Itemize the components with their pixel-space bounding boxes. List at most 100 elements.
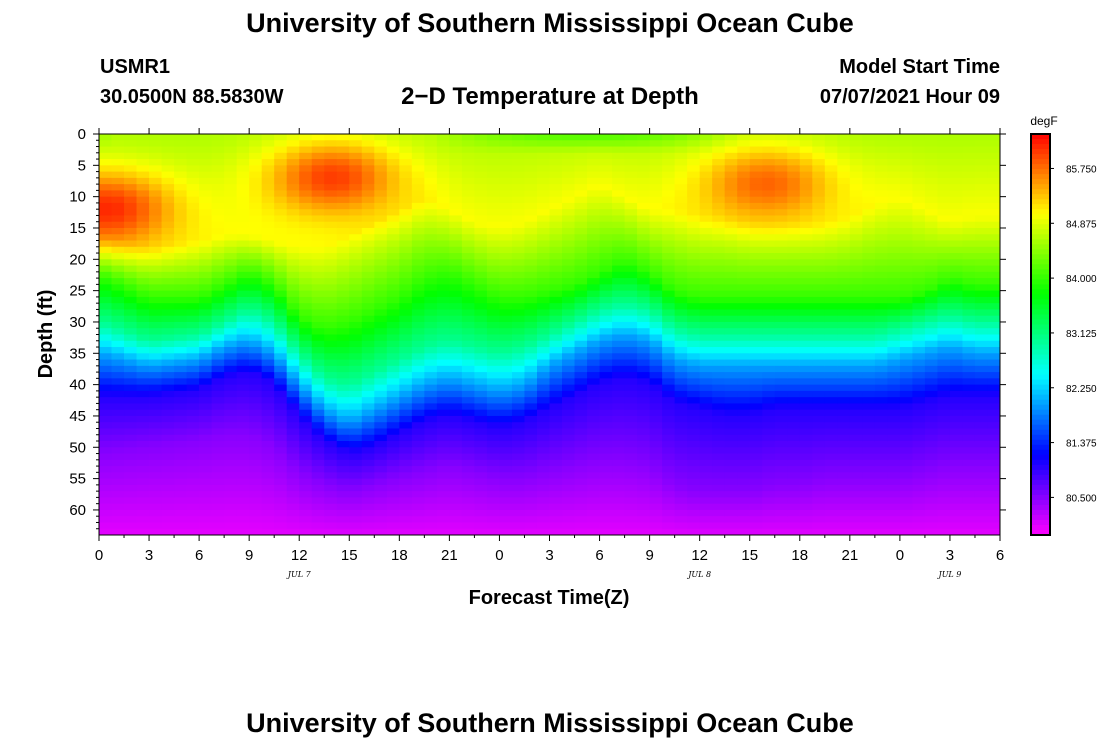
heatmap-cell bbox=[837, 516, 851, 524]
heatmap-cell bbox=[311, 509, 325, 517]
heatmap-cell bbox=[236, 215, 250, 223]
heatmap-cell bbox=[324, 321, 338, 329]
heatmap-cell bbox=[687, 177, 701, 185]
heatmap-cell bbox=[124, 384, 138, 392]
heatmap-cell bbox=[974, 221, 989, 229]
heatmap-cell bbox=[612, 447, 626, 455]
heatmap-cell bbox=[211, 491, 225, 499]
heatmap-cell bbox=[499, 347, 513, 354]
heatmap-cell bbox=[862, 209, 876, 217]
heatmap-cell bbox=[174, 397, 188, 405]
heatmap-cell bbox=[862, 253, 876, 260]
heatmap-cell bbox=[737, 290, 751, 298]
heatmap-cell bbox=[136, 378, 150, 386]
heatmap-cell bbox=[361, 478, 375, 486]
heatmap-cell bbox=[812, 165, 826, 173]
heatmap-cell bbox=[949, 240, 964, 248]
heatmap-cell bbox=[99, 202, 113, 210]
heatmap-cell bbox=[274, 347, 288, 354]
heatmap-cell bbox=[574, 221, 588, 229]
heatmap-cell bbox=[674, 271, 688, 279]
heatmap-cell bbox=[261, 240, 275, 248]
heatmap-cell bbox=[824, 478, 838, 486]
heatmap-cell bbox=[624, 196, 638, 204]
heatmap-cell bbox=[799, 227, 813, 235]
heatmap-cell bbox=[799, 415, 813, 423]
heatmap-cell bbox=[912, 353, 926, 361]
heatmap-cell bbox=[224, 441, 238, 448]
heatmap-cell bbox=[874, 497, 888, 505]
heatmap-cell bbox=[974, 303, 989, 311]
heatmap-cell bbox=[311, 347, 325, 354]
heatmap-cell bbox=[536, 184, 551, 191]
heatmap-cell bbox=[374, 290, 388, 298]
heatmap-cell bbox=[474, 478, 488, 486]
heatmap-cell bbox=[449, 466, 463, 473]
heatmap-cell bbox=[774, 303, 788, 311]
heatmap-cell bbox=[299, 253, 313, 260]
heatmap-cell bbox=[436, 190, 450, 198]
heatmap-cell bbox=[549, 184, 563, 191]
heatmap-cell bbox=[486, 453, 501, 461]
heatmap-cell bbox=[962, 365, 976, 373]
heatmap-cell bbox=[461, 171, 476, 179]
heatmap-cell bbox=[937, 503, 951, 511]
heatmap-cell bbox=[649, 472, 663, 480]
heatmap-cell bbox=[274, 278, 288, 285]
heatmap-cell bbox=[186, 290, 200, 298]
heatmap-cell bbox=[186, 159, 200, 166]
colorbar-segment bbox=[1031, 169, 1050, 175]
heatmap-cell bbox=[499, 196, 513, 204]
heatmap-cell bbox=[224, 334, 238, 342]
heatmap-cell bbox=[261, 159, 275, 166]
heatmap-cell bbox=[812, 372, 826, 379]
heatmap-cell bbox=[349, 196, 363, 204]
heatmap-cell bbox=[511, 196, 526, 204]
heatmap-cell bbox=[411, 290, 425, 298]
heatmap-cell bbox=[386, 140, 400, 148]
heatmap-cell bbox=[837, 441, 851, 448]
heatmap-cell bbox=[174, 140, 188, 148]
heatmap-cell bbox=[774, 240, 788, 248]
heatmap-cell bbox=[436, 428, 450, 436]
heatmap-cell bbox=[924, 516, 939, 524]
heatmap-cell bbox=[99, 516, 113, 524]
heatmap-cell bbox=[924, 290, 939, 298]
heatmap-cell bbox=[962, 234, 976, 242]
heatmap-cell bbox=[687, 215, 701, 223]
heatmap-cell bbox=[474, 278, 488, 285]
heatmap-cell bbox=[987, 134, 1000, 141]
heatmap-cell bbox=[499, 134, 513, 141]
heatmap-cell bbox=[536, 522, 551, 530]
heatmap-cell bbox=[987, 315, 1000, 323]
heatmap-cell bbox=[699, 447, 713, 455]
heatmap-cell bbox=[336, 441, 350, 448]
heatmap-cell bbox=[649, 321, 663, 329]
heatmap-cell bbox=[774, 334, 788, 342]
heatmap-cell bbox=[399, 296, 413, 304]
heatmap-cell bbox=[324, 415, 338, 423]
heatmap-cell bbox=[136, 321, 150, 329]
heatmap-cell bbox=[949, 403, 964, 411]
heatmap-cell bbox=[687, 447, 701, 455]
heatmap-cell bbox=[837, 278, 851, 285]
heatmap-cell bbox=[386, 447, 400, 455]
heatmap-cell bbox=[124, 509, 138, 517]
heatmap-cell bbox=[662, 246, 676, 254]
heatmap-cell bbox=[762, 422, 776, 430]
heatmap-cell bbox=[699, 509, 713, 517]
heatmap-cell bbox=[799, 403, 813, 411]
heatmap-cell bbox=[449, 202, 463, 210]
heatmap-cell bbox=[299, 453, 313, 461]
x-tick-label: 9 bbox=[645, 547, 653, 564]
heatmap-cell bbox=[874, 140, 888, 148]
heatmap-cell bbox=[874, 441, 888, 448]
heatmap-cell bbox=[924, 159, 939, 166]
heatmap-cell bbox=[899, 328, 913, 336]
heatmap-cell bbox=[687, 227, 701, 235]
heatmap-cell bbox=[674, 497, 688, 505]
heatmap-cell bbox=[111, 284, 125, 292]
heatmap-cell bbox=[224, 227, 238, 235]
heatmap-cell bbox=[461, 159, 476, 166]
colorbar-segment bbox=[1031, 374, 1050, 381]
